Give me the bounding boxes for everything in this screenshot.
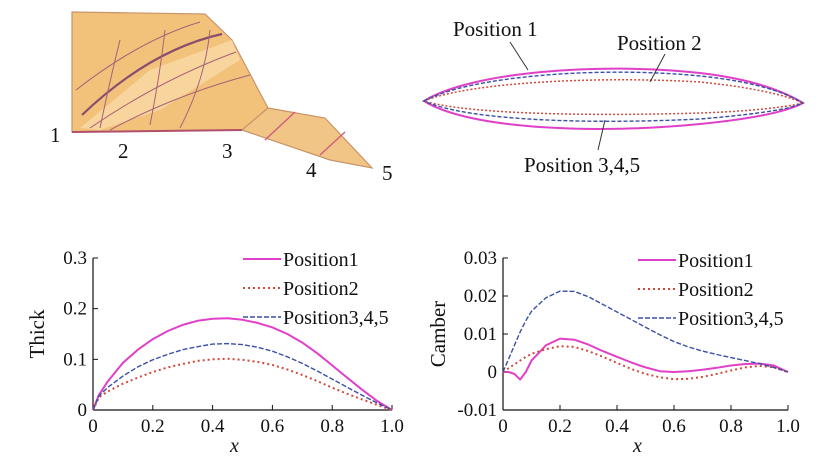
camber-x-tick-label: 0.6 (662, 416, 686, 437)
thick-y-tick-label: 0.2 (63, 299, 87, 320)
wing-root-line (71, 129, 243, 133)
camber-series-line-3 (502, 290, 789, 373)
camber-y-tick-label: -0.01 (457, 400, 497, 421)
camber-x-tick-label: 0.8 (719, 416, 743, 437)
wing-rib-line (89, 51, 237, 129)
thick-x-tick-label: 0.8 (320, 416, 344, 437)
camber-x-tick-label: 1.0 (776, 416, 800, 437)
wing-rib-line (109, 74, 251, 131)
thick-legend-label-3: Position3,4,5 (283, 307, 389, 329)
wing-rib-line (81, 32, 223, 116)
camber-x-axis-label: x (632, 435, 642, 457)
thick-x-tick-label: 0.4 (201, 416, 225, 437)
wing-spar-line (179, 29, 211, 129)
station-label-2: 2 (118, 139, 129, 163)
camber-legend-label-1: Position1 (678, 250, 754, 272)
camber-series-line-2 (502, 345, 789, 381)
airfoil-position345-outline (422, 71, 805, 122)
thick-x-tick-label: 0.2 (141, 416, 165, 437)
airfoil-label-position2: Position 2 (617, 31, 702, 55)
airfoil-label-position345: Position 3,4,5 (524, 153, 640, 177)
wing-outer-surface (240, 107, 374, 169)
station-label-4: 4 (306, 158, 317, 182)
thick-series-line-1 (92, 317, 393, 411)
airfoil-label-leader (649, 53, 666, 83)
thick-x-tick-label: 0 (88, 416, 98, 437)
airfoil-label-position1: Position 1 (453, 17, 538, 41)
thick-x-tick-label: 1.0 (380, 416, 404, 437)
station-label-1: 1 (50, 123, 61, 147)
thick-x-tick-label: 0.6 (261, 416, 285, 437)
airfoil-position2-outline (421, 79, 806, 116)
thick-legend-label-2: Position2 (283, 278, 359, 300)
camber-x-tick-label: 0.2 (548, 416, 572, 437)
thick-y-tick-label: 0.1 (63, 349, 87, 370)
camber-legend-label-3: Position3,4,5 (678, 308, 784, 330)
camber-x-tick-label: 0 (498, 416, 508, 437)
thick-y-axis-label: Thick (25, 309, 49, 358)
wing-spar-line (149, 29, 166, 126)
camber-series-line-1 (503, 337, 789, 381)
wing-station-line (264, 111, 296, 141)
thick-y-tick-label: 0 (78, 400, 88, 421)
airfoil-label-leader (597, 119, 606, 151)
thick-legend-label-1: Position1 (283, 249, 359, 271)
wing-spar-line (99, 39, 121, 129)
camber-y-tick-label: 0.02 (464, 286, 497, 307)
camber-x-tick-label: 0.4 (605, 416, 629, 437)
camber-y-tick-label: 0.03 (464, 248, 497, 269)
station-label-5: 5 (382, 161, 393, 185)
station-label-3: 3 (222, 139, 233, 163)
camber-y-tick-label: 0 (488, 362, 498, 383)
wing-surface (71, 11, 374, 169)
thick-y-tick-label: 0.3 (63, 248, 87, 269)
thick-x-axis-label: x (229, 435, 239, 457)
wing-station-line (319, 131, 346, 156)
camber-legend-label-2: Position2 (678, 279, 754, 301)
thick-series-line-3 (92, 342, 393, 411)
wing-leading-highlight (80, 40, 240, 130)
camber-y-tick-label: 0.01 (464, 324, 497, 345)
airfoil-label-leader (509, 41, 529, 71)
camber-y-axis-label: Camber (426, 301, 450, 367)
wing-rib-line (75, 21, 201, 91)
